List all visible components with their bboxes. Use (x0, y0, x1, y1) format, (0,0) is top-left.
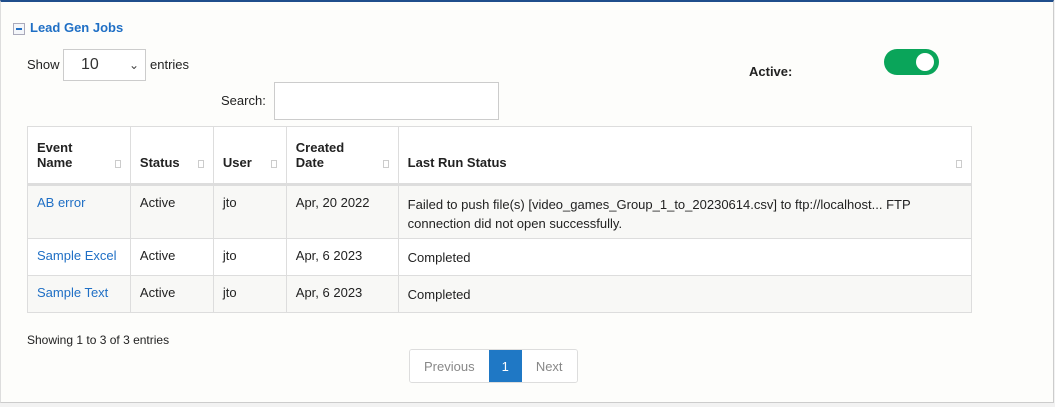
sort-icon[interactable] (197, 160, 204, 168)
cell-text: Active (139, 195, 176, 210)
cell-last: Completed (397, 238, 973, 276)
header-label: Status (139, 155, 180, 170)
cell-text: Failed to push file(s) [video_games_Grou… (407, 197, 911, 231)
table-row: AB error Active jto Apr, 20 2022 Failed to p… (27, 184, 973, 239)
table-row: Sample Text Active jto Apr, 6 2023 Completed (27, 275, 973, 313)
cell-user: jto (212, 275, 287, 313)
header-label: Last Run Status (407, 155, 507, 170)
sort-icon[interactable] (114, 160, 121, 168)
search-label: Search: (221, 93, 266, 108)
pagination: Previous 1 Next (409, 349, 578, 383)
column-header[interactable]: Created Date (285, 126, 399, 186)
cell-last: Failed to push file(s) [video_games_Grou… (397, 184, 973, 239)
column-header[interactable]: User (212, 126, 287, 186)
cell-text: jto (222, 285, 237, 300)
header-label: Event (37, 140, 73, 155)
header-label: User (222, 155, 252, 170)
active-label: Active: (749, 64, 793, 79)
page-1-button[interactable]: 1 (488, 350, 522, 382)
sort-icon[interactable] (270, 160, 277, 168)
cell-text: Apr, 6 2023 (295, 285, 363, 300)
entries-value: 10 (81, 56, 99, 73)
entries-select[interactable]: 10 ⌄ (63, 49, 146, 81)
cell-text: Apr, 6 2023 (295, 248, 363, 263)
cell-text: Apr, 20 2022 (295, 195, 370, 210)
show-label: Show (27, 57, 60, 72)
cell-name: AB error (27, 184, 131, 239)
cell-date: Apr, 6 2023 (285, 275, 399, 313)
column-header[interactable]: Last Run Status (397, 126, 973, 186)
search-input[interactable] (274, 82, 499, 120)
cell-date: Apr, 20 2022 (285, 184, 399, 239)
table-row: Sample Excel Active jto Apr, 6 2023 Complete… (27, 238, 973, 276)
previous-button[interactable]: Previous (410, 350, 489, 382)
header-label: Created (295, 140, 345, 155)
jobs-table: Event Name Status User Created Date Last Run S… (27, 126, 973, 313)
table-info: Showing 1 to 3 of 3 entries (27, 333, 170, 347)
header-label: Name (37, 155, 73, 170)
cell-status: Active (129, 275, 214, 313)
cell-text: Active (139, 248, 176, 263)
cell-text: Completed (407, 250, 471, 265)
next-button[interactable]: Next (521, 350, 577, 382)
cell-last: Completed (397, 275, 973, 313)
cell-user: jto (212, 184, 287, 239)
section-title[interactable]: Lead Gen Jobs (30, 20, 124, 35)
cell-status: Active (129, 238, 214, 276)
cell-name: Sample Text (27, 275, 131, 313)
cell-text: jto (222, 248, 237, 263)
chevron-down-icon: ⌄ (128, 58, 139, 72)
cell-text: jto (222, 195, 237, 210)
cell-text: Active (139, 285, 176, 300)
event-link[interactable]: Sample Text (37, 285, 109, 300)
column-header[interactable]: Status (129, 126, 214, 186)
entries-label: entries (150, 57, 190, 72)
cell-status: Active (129, 184, 214, 239)
event-link[interactable]: AB error (37, 195, 86, 210)
column-header[interactable]: Event Name (27, 126, 131, 186)
cell-date: Apr, 6 2023 (285, 238, 399, 276)
sort-icon[interactable] (956, 160, 962, 168)
cell-user: jto (212, 238, 287, 276)
header-label: Date (295, 155, 324, 170)
cell-text: Completed (407, 287, 471, 302)
sort-icon[interactable] (382, 160, 389, 168)
event-link[interactable]: Sample Excel (37, 248, 117, 263)
cell-name: Sample Excel (27, 238, 131, 276)
active-toggle[interactable] (884, 49, 939, 75)
collapse-icon[interactable] (13, 23, 25, 35)
